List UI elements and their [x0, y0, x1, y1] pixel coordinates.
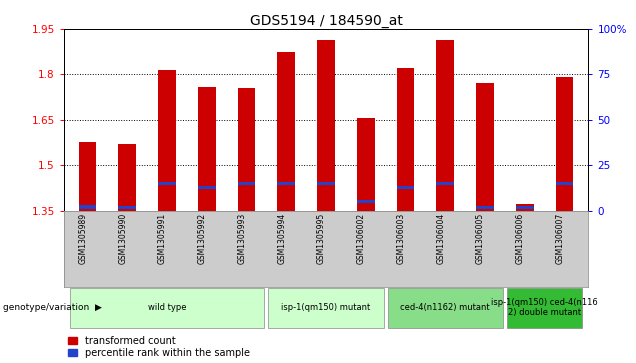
- Bar: [357, 200, 375, 203]
- Text: GSM1305991: GSM1305991: [158, 213, 167, 264]
- Bar: [476, 206, 494, 209]
- Title: GDS5194 / 184590_at: GDS5194 / 184590_at: [249, 14, 403, 28]
- Bar: [317, 182, 335, 185]
- FancyBboxPatch shape: [507, 287, 583, 328]
- Bar: [118, 206, 136, 209]
- Text: GSM1306003: GSM1306003: [396, 213, 406, 264]
- Bar: [277, 52, 295, 211]
- Bar: [436, 40, 454, 211]
- Text: genotype/variation  ▶: genotype/variation ▶: [3, 303, 102, 312]
- Bar: [555, 77, 574, 211]
- Text: GSM1306002: GSM1306002: [357, 213, 366, 264]
- Bar: [237, 88, 256, 211]
- FancyBboxPatch shape: [268, 287, 384, 328]
- FancyBboxPatch shape: [69, 287, 265, 328]
- Legend: transformed count, percentile rank within the sample: transformed count, percentile rank withi…: [69, 336, 250, 358]
- Text: GSM1305994: GSM1305994: [277, 213, 286, 264]
- Text: isp-1(qm150) ced-4(n116
2) double mutant: isp-1(qm150) ced-4(n116 2) double mutant: [491, 298, 598, 317]
- Bar: [555, 182, 574, 185]
- FancyBboxPatch shape: [387, 287, 503, 328]
- Text: isp-1(qm150) mutant: isp-1(qm150) mutant: [281, 303, 371, 312]
- Bar: [357, 118, 375, 211]
- Bar: [396, 68, 415, 211]
- Text: GSM1306004: GSM1306004: [436, 213, 445, 264]
- Text: GSM1305990: GSM1305990: [118, 213, 127, 264]
- Bar: [516, 204, 534, 211]
- Text: GSM1306007: GSM1306007: [555, 213, 565, 264]
- Bar: [436, 182, 454, 185]
- Bar: [317, 40, 335, 211]
- Bar: [237, 182, 256, 185]
- Bar: [277, 182, 295, 185]
- Bar: [158, 182, 176, 185]
- Text: GSM1305993: GSM1305993: [237, 213, 247, 264]
- Bar: [158, 70, 176, 211]
- Text: GSM1305989: GSM1305989: [78, 213, 88, 264]
- Bar: [198, 86, 216, 211]
- Text: GSM1306005: GSM1306005: [476, 213, 485, 264]
- Text: wild type: wild type: [148, 303, 186, 312]
- Bar: [78, 205, 97, 209]
- Text: GSM1306006: GSM1306006: [516, 213, 525, 264]
- Text: GSM1305992: GSM1305992: [198, 213, 207, 264]
- Text: GSM1305995: GSM1305995: [317, 213, 326, 264]
- Bar: [476, 83, 494, 211]
- Bar: [396, 186, 415, 189]
- Bar: [118, 144, 136, 211]
- Bar: [516, 206, 534, 209]
- Text: ced-4(n1162) mutant: ced-4(n1162) mutant: [401, 303, 490, 312]
- Bar: [198, 186, 216, 189]
- Bar: [78, 143, 97, 211]
